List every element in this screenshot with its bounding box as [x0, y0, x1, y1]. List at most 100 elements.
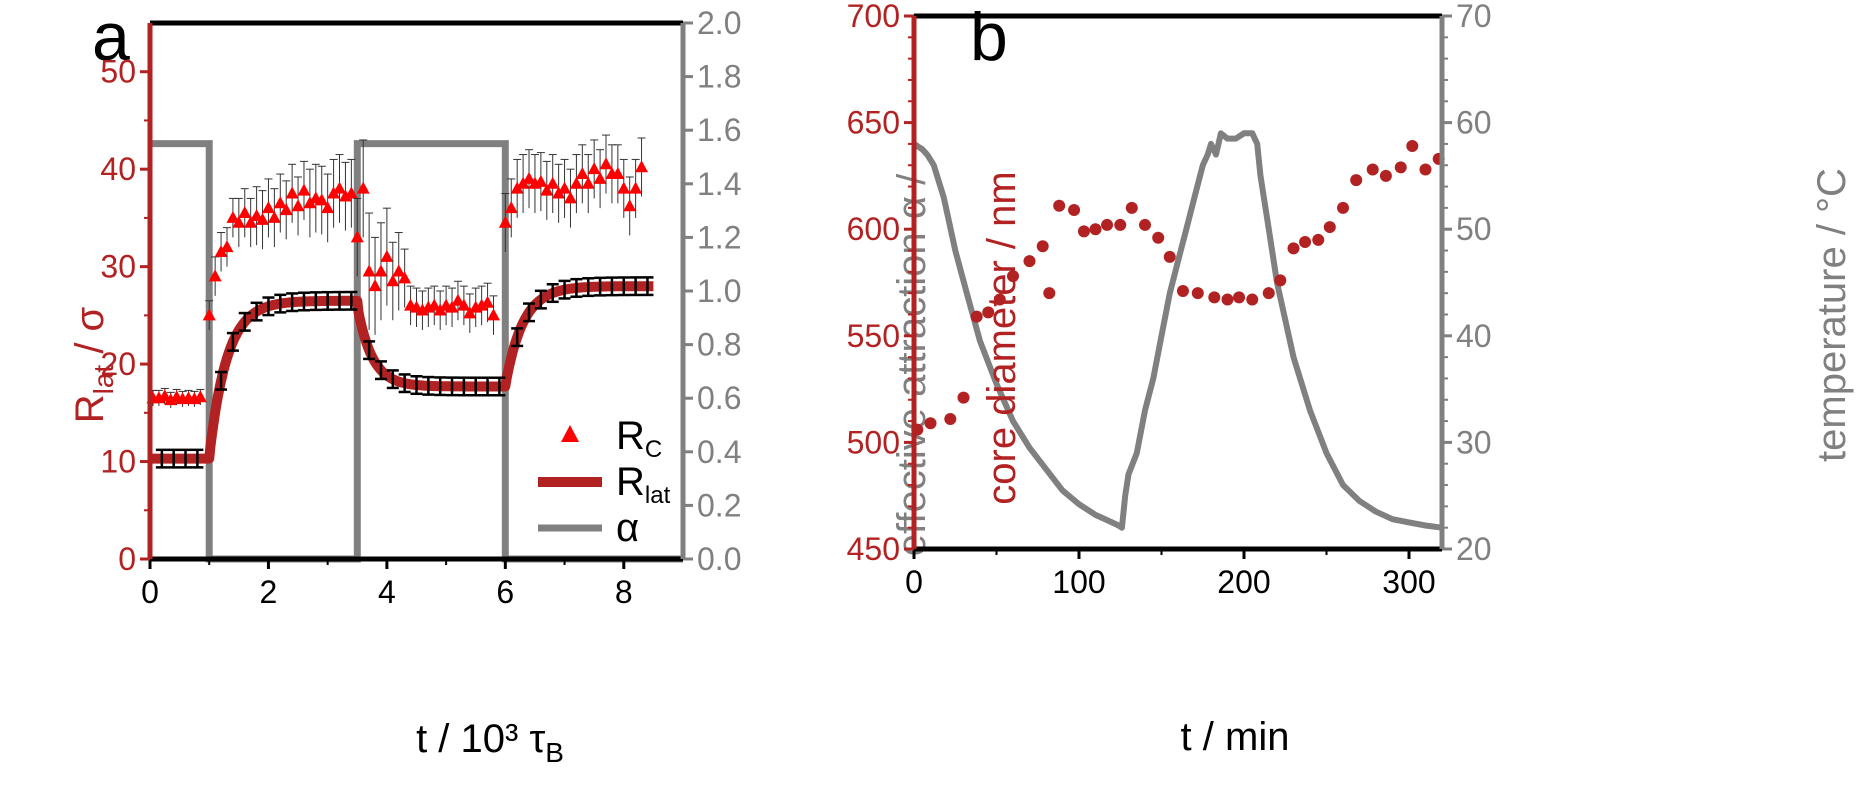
core-diameter-point	[970, 310, 983, 323]
rc-point	[445, 300, 459, 313]
legend-label-main: R	[616, 460, 645, 504]
rc-point	[498, 215, 512, 228]
core-diameter-point	[1208, 291, 1221, 304]
core-diameter-point	[1007, 270, 1019, 283]
panel-b-y2-tick-label: 50	[1456, 211, 1492, 247]
legend-label: RC	[616, 414, 662, 463]
core-diameter-point	[1163, 250, 1176, 263]
rc-point	[546, 176, 560, 189]
panel-a-x-tick-label: 6	[496, 574, 514, 610]
rc-point	[575, 167, 589, 180]
panel-b-y-tick-label: 550	[847, 318, 900, 354]
core-diameter-point	[1233, 291, 1246, 304]
rc-point	[581, 176, 595, 189]
panel-b-y-tick-label: 600	[847, 211, 900, 247]
core-diameter-point	[924, 417, 937, 430]
panel-b-y-tick-label: 700	[847, 0, 900, 34]
rc-point	[611, 167, 625, 180]
core-diameter-point	[1287, 242, 1300, 255]
rc-point	[279, 203, 293, 216]
core-diameter-point	[1176, 285, 1189, 298]
legend-label-sub: C	[645, 436, 662, 463]
alpha-step-line	[150, 140, 683, 563]
panel-a-y2-tick-label: 0.6	[697, 380, 741, 416]
rc-point	[244, 215, 258, 228]
rc-point	[362, 264, 376, 277]
rc-point	[261, 201, 275, 214]
rc-point	[267, 210, 281, 223]
core-diameter-point	[1394, 161, 1407, 174]
core-diameter-point	[1152, 231, 1165, 244]
rc-point	[321, 201, 335, 214]
panel-a-y2-tick-label: 0.0	[697, 541, 741, 577]
rc-point	[569, 176, 583, 189]
rc-point	[593, 171, 607, 184]
core-diameter-point	[1125, 201, 1138, 214]
core-diameter-point	[1366, 163, 1379, 176]
legend-rc-marker	[561, 425, 579, 442]
core-diameter-point	[957, 391, 970, 404]
core-diameter-point	[1068, 204, 1081, 217]
panel-b-y-tick-label: 450	[847, 531, 900, 567]
panel-a-y2-tick-label: 1.2	[697, 219, 741, 255]
rc-point	[356, 181, 370, 194]
core-diameter-point	[944, 412, 957, 425]
rc-point	[392, 264, 406, 277]
core-diameter-point	[1323, 221, 1336, 234]
core-diameter-point	[1337, 201, 1349, 214]
legend-label-sub: lat	[645, 482, 671, 509]
legend-label-main: R	[616, 414, 645, 458]
core-diameter-point	[1077, 225, 1090, 238]
core-diameter-point	[1023, 255, 1036, 268]
panel-b-x-tick-label: 100	[1052, 564, 1105, 600]
rc-point	[486, 308, 500, 321]
panel-a-y2-tick-label: 1.4	[697, 166, 741, 202]
core-diameter-point	[1191, 287, 1204, 300]
panel-a-y2-tick-label: 0.4	[697, 434, 741, 470]
rc-point	[256, 212, 270, 225]
panel-b-y2-tick-label: 20	[1456, 531, 1492, 567]
core-diameter-point	[1350, 174, 1363, 187]
rc-point	[193, 390, 207, 403]
panel-b-x-tick-label: 200	[1217, 564, 1270, 600]
core-diameter-point	[1262, 287, 1275, 300]
panel-b-y-tick-label: 650	[847, 105, 900, 141]
rc-point	[333, 181, 347, 194]
legend-label: Rlat	[616, 460, 671, 509]
panel-b-x-axis-title: t / min	[1181, 715, 1290, 759]
panel-a-y-tick-label: 20	[100, 346, 136, 382]
core-diameter-point	[1139, 218, 1151, 231]
core-diameter-point	[982, 306, 995, 319]
rc-point	[374, 264, 388, 277]
rc-point	[315, 193, 329, 206]
core-diameter-point	[1299, 235, 1312, 248]
panel-b-x-tick-label: 0	[905, 564, 923, 600]
panel-b-y2-tick-label: 70	[1456, 0, 1492, 34]
panel-a-y2-tick-label: 0.8	[697, 327, 741, 363]
panel-a-y-axis-title: Rlat / σ	[68, 306, 119, 423]
rc-point	[481, 295, 495, 308]
panel-b-y2-tick-label: 30	[1456, 424, 1492, 460]
panel-a-x-tick-label: 0	[141, 574, 159, 610]
panel-b-y-axis-title: core diameter / nm	[980, 171, 1024, 504]
rc-point	[504, 201, 518, 214]
rc-point	[617, 181, 631, 194]
panel-b-y2-tick-label: 60	[1456, 105, 1492, 141]
rc-point	[587, 162, 601, 175]
rc-point	[208, 269, 222, 282]
panel-a-y-tick-label: 50	[100, 54, 136, 90]
core-diameter-point	[1419, 163, 1432, 176]
rc-point	[327, 186, 341, 199]
panel-a-x-tick-label: 4	[378, 574, 396, 610]
rc-point	[558, 181, 572, 194]
rc-point	[563, 191, 577, 204]
core-diameter-point	[1101, 218, 1114, 231]
rc-point	[291, 199, 305, 212]
panel-a-y2-tick-label: 1.8	[697, 59, 741, 95]
rc-point	[344, 186, 358, 199]
core-diameter-point	[1053, 199, 1066, 212]
core-diameter-point	[1379, 169, 1392, 182]
panel-b-series	[911, 130, 1445, 531]
